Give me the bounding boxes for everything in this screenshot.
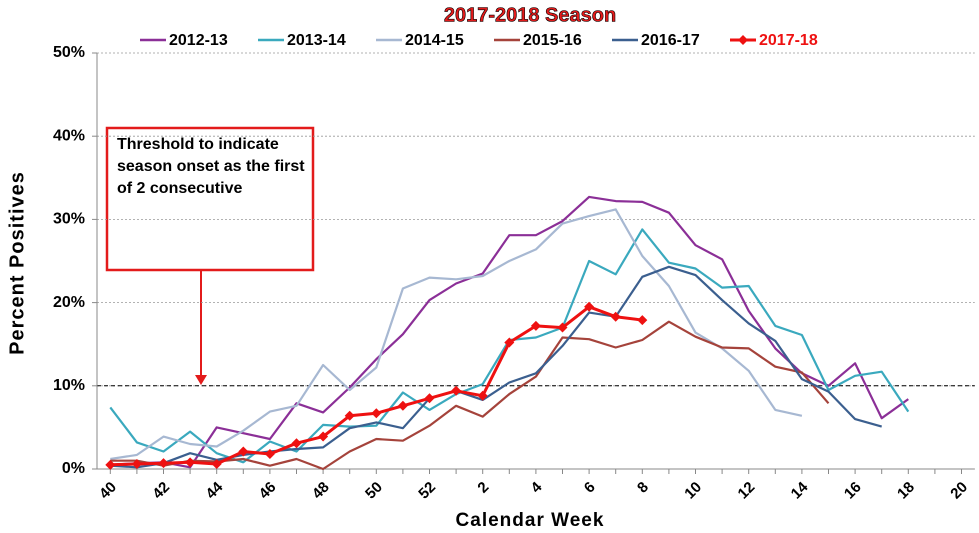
x-tick-label: 40 (96, 479, 120, 503)
x-tick-label: 10 (681, 479, 705, 503)
point-marker (318, 431, 329, 442)
annotation-box (105, 126, 315, 272)
x-tick-label: 4 (528, 478, 546, 496)
point-marker (557, 322, 568, 333)
legend-marker (738, 35, 748, 45)
point-marker (131, 459, 142, 470)
x-tick-label: 42 (149, 479, 173, 503)
x-tick-label: 8 (634, 479, 652, 497)
y-tick-label: 50% (53, 44, 85, 61)
x-tick-label: 48 (309, 479, 333, 503)
x-axis-label: Calendar Week (456, 510, 605, 531)
annotation-container: Threshold to indicate season onset as th… (117, 136, 305, 197)
point-marker (530, 320, 541, 331)
x-tick-label: 20 (947, 479, 971, 503)
x-tick-label: 16 (841, 479, 865, 503)
x-tick-label: 50 (362, 479, 386, 503)
x-tick-label: 14 (788, 478, 812, 502)
chart-subtitle: 2017-2018 Season (444, 4, 616, 26)
legend-label: 2017-18 (759, 32, 818, 49)
point-marker (264, 449, 275, 460)
point-marker (477, 390, 488, 401)
x-tick-label: 44 (203, 478, 227, 502)
x-tick-label: 12 (735, 479, 759, 503)
y-tick-label: 40% (53, 127, 85, 144)
point-marker (397, 400, 408, 411)
x-tick-label: 6 (581, 479, 599, 497)
series-line (110, 265, 882, 469)
point-marker (105, 459, 116, 470)
point-marker (211, 459, 222, 470)
legend-label: 2015-16 (523, 32, 582, 49)
legend-label: 2013-14 (287, 32, 346, 49)
point-marker (238, 446, 249, 457)
x-tick-label: 18 (894, 479, 918, 503)
annotation-arrowhead (195, 375, 207, 385)
point-marker (424, 393, 435, 404)
y-axis-label: Percent Positives (6, 171, 28, 355)
point-marker (371, 408, 382, 419)
point-marker (584, 301, 595, 312)
legend-label: 2012-13 (169, 32, 228, 49)
x-tick-label: 2 (474, 479, 492, 497)
point-marker (637, 315, 648, 326)
point-marker (291, 438, 302, 449)
point-marker (185, 457, 196, 468)
point-marker (344, 410, 355, 421)
y-tick-label: 0% (62, 460, 85, 477)
series-line (110, 195, 909, 469)
x-tick-label: 46 (256, 479, 280, 503)
series-line (110, 208, 803, 461)
point-marker (451, 385, 462, 396)
point-marker (504, 337, 515, 348)
x-tick-label: 52 (415, 479, 439, 503)
annotation-text: Threshold to indicate season onset as th… (117, 136, 305, 197)
point-marker (610, 311, 621, 322)
y-tick-label: 10% (53, 377, 85, 394)
legend-label: 2014-15 (405, 32, 464, 49)
series-line (110, 320, 830, 471)
y-tick-label: 30% (53, 211, 85, 228)
point-marker (158, 458, 169, 469)
legend-label: 2016-17 (641, 32, 700, 49)
y-tick-label: 20% (53, 294, 85, 311)
